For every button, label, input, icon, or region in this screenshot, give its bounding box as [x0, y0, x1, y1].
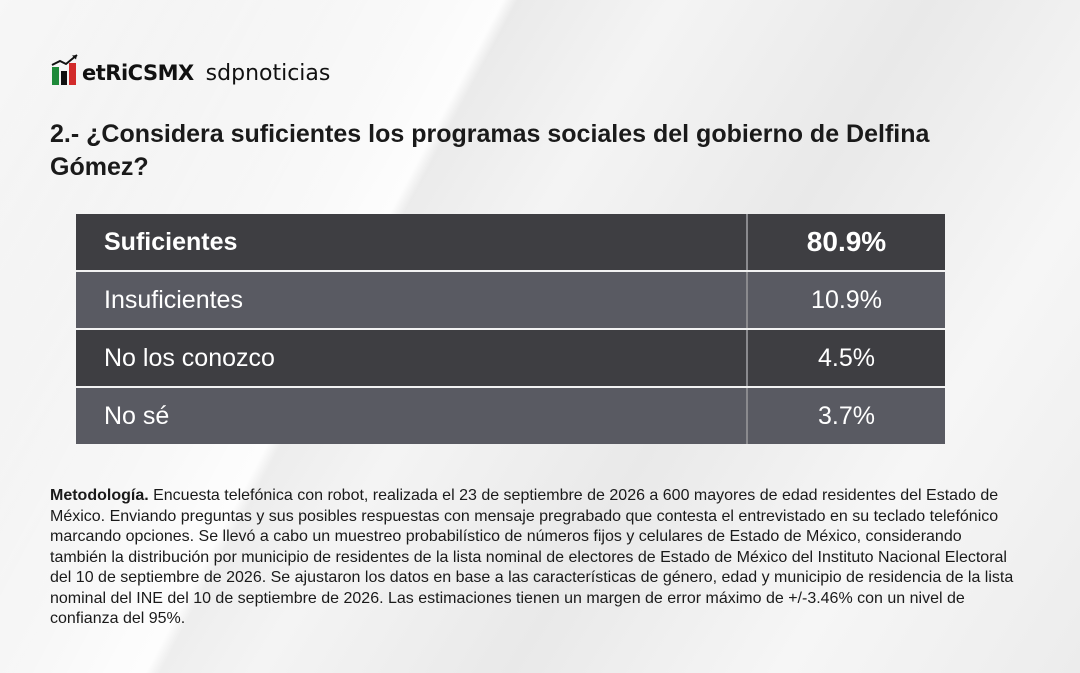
metrics-mx-logo-icon: [51, 54, 78, 85]
table-row: No los conozco 4.5%: [76, 330, 945, 388]
methodology-label: Metodología.: [50, 487, 149, 504]
row-label: No sé: [76, 388, 748, 444]
sdpnoticias-logo: sdpnoticias: [205, 60, 331, 86]
row-label: No los conozco: [76, 330, 748, 386]
row-value: 4.5%: [818, 343, 875, 372]
methodology: Metodología. Encuesta telefónica con rob…: [50, 486, 1022, 630]
row-value: 3.7%: [818, 401, 875, 430]
table-row: Insuficientes 10.9%: [76, 272, 945, 330]
row-value: 80.9%: [806, 226, 887, 257]
page-title: 2.- ¿Considera suficientes los programas…: [50, 120, 930, 181]
metrics-mx-logo-text: etRiCSMX: [82, 61, 194, 85]
row-label: Insuficientes: [76, 272, 748, 328]
methodology-text: Encuesta telefónica con robot, realizada…: [50, 487, 1014, 627]
table-row: No sé 3.7%: [76, 388, 945, 444]
header-logos: etRiCSMX sdpnoticias: [50, 50, 330, 90]
row-value: 10.9%: [811, 285, 882, 314]
table-row: Suficientes 80.9%: [76, 214, 945, 272]
row-label: Suficientes: [76, 214, 748, 270]
results-table: Suficientes 80.9% Insuficientes 10.9% No los…: [76, 214, 945, 444]
